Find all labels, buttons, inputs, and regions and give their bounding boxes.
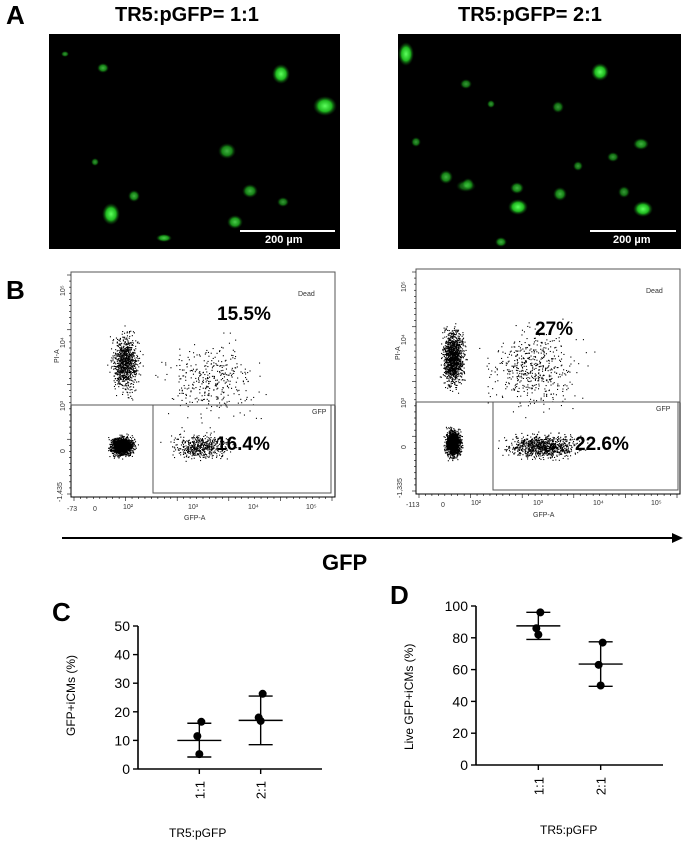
chart-d-ytick-label-5: 100 bbox=[445, 598, 469, 614]
chart-c: 0 10 20 30 40 50 1:1 2:1 GFP+iCMs (%) TR5:pGFP bbox=[60, 610, 350, 843]
panel-label-b: B bbox=[6, 275, 25, 306]
chart-c-point-1-2 bbox=[257, 717, 265, 725]
scale-label-left: 200 µm bbox=[265, 234, 303, 246]
x-tick-right-1: 0 bbox=[441, 502, 445, 509]
x-tick-right-2: 10² bbox=[471, 500, 481, 507]
chart-d-xtick-label-0: 1:1 bbox=[531, 777, 546, 795]
gfp-cells-left bbox=[49, 34, 340, 249]
chart-d-ytick-label-4: 80 bbox=[452, 630, 468, 646]
x-tick-right-4: 10⁴ bbox=[593, 500, 604, 507]
gate-dead-label-left: Dead bbox=[298, 291, 315, 298]
gate-dead-label-right: Dead bbox=[646, 288, 663, 295]
y-tick-right-3: 10⁴ bbox=[401, 334, 408, 345]
micrograph-title-right: TR5:pGFP= 2:1 bbox=[458, 4, 602, 27]
chart-c-point-0-2 bbox=[195, 750, 203, 758]
scale-label-right: 200 µm bbox=[613, 234, 651, 246]
y-tick-left-4: 10⁵ bbox=[60, 285, 67, 296]
y-tick-right-4: 10⁵ bbox=[401, 281, 408, 292]
chart-d-point-1-2 bbox=[597, 682, 605, 690]
chart-d-ytick-label-2: 40 bbox=[452, 693, 468, 709]
chart-c-ylabel: GFP+iCMs (%) bbox=[64, 655, 78, 736]
flow-scatter-right bbox=[393, 268, 685, 528]
axis-ticks bbox=[412, 272, 677, 498]
y-tick-right-1: 0 bbox=[401, 445, 408, 449]
chart-c-svg: 0 10 20 30 40 50 1:1 2:1 bbox=[60, 610, 350, 843]
y-axis-label-right: PI-A bbox=[395, 346, 402, 360]
x-tick-left-4: 10⁴ bbox=[248, 504, 259, 511]
x-tick-right-3: 10³ bbox=[533, 500, 543, 507]
chart-d-ylabel: Live GFP+iCMs (%) bbox=[402, 644, 416, 750]
x-tick-left-1: 0 bbox=[93, 506, 97, 513]
chart-d-point-0-0 bbox=[536, 608, 544, 616]
gfp-percent-left: 16.4% bbox=[216, 434, 270, 456]
chart-d-xtick-label-1: 2:1 bbox=[594, 777, 609, 795]
x-tick-left-2: 10² bbox=[123, 504, 133, 511]
plot-frame bbox=[71, 272, 335, 497]
x-tick-left-0: -73 bbox=[67, 506, 77, 513]
micrograph-title-left: TR5:pGFP= 1:1 bbox=[115, 4, 259, 27]
chart-c-ytick-label-0: 0 bbox=[122, 761, 130, 777]
dead-percent-right: 27% bbox=[535, 319, 573, 341]
micrograph-right: 200 µm bbox=[398, 34, 681, 249]
chart-c-point-1-0 bbox=[259, 690, 267, 698]
chart-d-point-1-1 bbox=[595, 661, 603, 669]
chart-c-xtick-label-1: 2:1 bbox=[254, 781, 269, 799]
flow-plot-right: Dead GFP 27% 22.6% PI-A GFP-A -113 0 10²… bbox=[393, 268, 685, 528]
x-tick-left-5: 10⁵ bbox=[306, 504, 317, 511]
chart-c-point-0-1 bbox=[193, 732, 201, 740]
chart-c-point-0-0 bbox=[197, 718, 205, 726]
y-axis-label-left: PI-A bbox=[54, 349, 61, 363]
y-tick-left-0: -1,435 bbox=[57, 482, 64, 502]
chart-d-ytick-label-3: 60 bbox=[452, 662, 468, 678]
flow-scatter-left bbox=[50, 268, 350, 528]
x-tick-right-5: 10⁵ bbox=[651, 500, 662, 507]
scale-bar-left bbox=[240, 230, 335, 232]
y-tick-right-2: 10³ bbox=[401, 398, 408, 408]
x-axis-label-right: GFP-A bbox=[533, 512, 554, 519]
chart-d: 0 20 40 60 80 100 1:1 2:1 Live GFP+iCMs (%) TR5… bbox=[398, 590, 685, 843]
y-tick-right-0: -1,335 bbox=[397, 478, 404, 498]
chart-c-ytick-label-2: 20 bbox=[114, 704, 130, 720]
chart-c-xlabel: TR5:pGFP bbox=[169, 826, 226, 840]
flow-plot-left: Dead GFP 15.5% 16.4% PI-A GFP-A -73 0 10… bbox=[50, 268, 350, 528]
chart-c-xtick-label-0: 1:1 bbox=[192, 781, 207, 799]
chart-d-xlabel: TR5:pGFP bbox=[540, 823, 597, 837]
micrograph-left: 200 µm bbox=[49, 34, 340, 249]
gfp-arrow bbox=[60, 530, 685, 546]
x-tick-right-0: -113 bbox=[406, 502, 420, 509]
chart-d-ytick-label-0: 0 bbox=[460, 757, 468, 773]
axis-ticks bbox=[67, 275, 332, 501]
gate-dead bbox=[71, 272, 335, 405]
chart-d-ytick-label-1: 20 bbox=[452, 725, 468, 741]
gate-gfp-label-left: GFP bbox=[312, 409, 326, 416]
panel-label-a: A bbox=[6, 0, 25, 31]
chart-d-point-0-2 bbox=[534, 631, 542, 639]
y-tick-left-2: 10³ bbox=[60, 401, 67, 411]
chart-c-ytick-label-3: 30 bbox=[114, 675, 130, 691]
chart-c-ytick-label-5: 50 bbox=[114, 618, 130, 634]
gate-gfp-label-right: GFP bbox=[656, 406, 670, 413]
y-tick-left-1: 0 bbox=[60, 449, 67, 453]
y-tick-left-3: 10⁴ bbox=[60, 337, 67, 348]
chart-d-svg: 0 20 40 60 80 100 1:1 2:1 bbox=[398, 590, 685, 843]
chart-c-ytick-label-1: 10 bbox=[114, 732, 130, 748]
gfp-percent-right: 22.6% bbox=[575, 434, 629, 456]
dead-percent-left: 15.5% bbox=[217, 304, 271, 326]
x-tick-left-3: 10³ bbox=[188, 504, 198, 511]
scale-bar-right bbox=[590, 230, 676, 232]
gfp-cells-right bbox=[398, 34, 681, 249]
x-axis-label-left: GFP-A bbox=[184, 515, 205, 522]
chart-d-point-1-0 bbox=[599, 639, 607, 647]
chart-c-ytick-label-4: 40 bbox=[114, 647, 130, 663]
gfp-arrow-label: GFP bbox=[322, 550, 367, 576]
